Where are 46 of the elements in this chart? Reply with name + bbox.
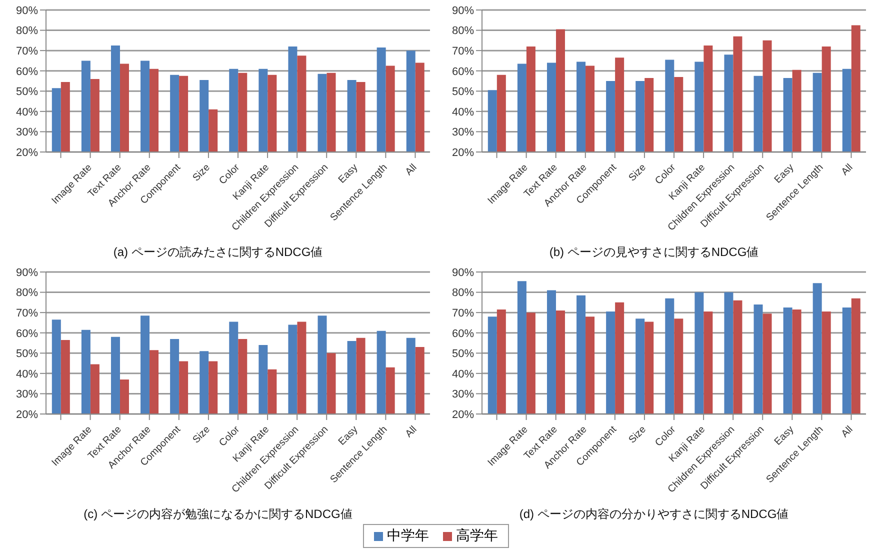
text: (c) ページの内容が勉強になるかに関するNDCG値 [82,506,354,523]
y-tick-label: 70% [16,45,38,58]
x-tick-label: All [404,424,420,440]
y-tick-label: 50% [16,348,38,360]
y-tick-label: 30% [452,126,474,139]
x-tick-label: Size [626,162,649,184]
legend-label: 中学年 [387,527,429,545]
y-tick-label: 70% [452,307,474,320]
y-tick-label: 60% [452,328,474,340]
y-tick-label: 90% [452,266,474,279]
y-tick-label: 20% [16,146,38,159]
y-tick-label: 50% [452,86,474,98]
y-tick-label: 30% [452,388,474,401]
text: (a) ページの読みたさに関するNDCG値 [112,244,324,261]
text: (d) ページの内容の分かりやすさに関するNDCG値 [518,506,790,523]
y-tick-label: 40% [452,368,474,380]
y-tick-label: 40% [16,368,38,380]
y-tick-label: 20% [452,146,474,159]
y-tick-label: 90% [16,4,38,17]
y-tick-label: 80% [16,287,38,300]
x-tick-label: All [840,162,856,178]
y-tick-label: 40% [452,106,474,118]
y-tick-label: 50% [16,86,38,98]
text: (b) ページの見やすさに関するNDCG値 [548,244,760,261]
y-tick-label: 70% [452,45,474,58]
x-tick-label: Size [626,424,649,446]
legend-label: 高学年 [456,527,498,545]
x-tick-label: Size [190,162,213,184]
y-tick-label: 50% [452,348,474,360]
y-tick-label: 20% [452,408,474,421]
y-tick-label: 30% [16,388,38,401]
y-tick-label: 60% [16,66,38,78]
x-tick-label: All [840,424,856,440]
y-tick-label: 80% [452,25,474,38]
y-tick-label: 70% [16,307,38,320]
y-tick-label: 20% [16,408,38,421]
y-tick-label: 80% [16,25,38,38]
y-tick-label: 30% [16,126,38,139]
y-tick-label: 90% [452,4,474,17]
y-tick-label: 40% [16,106,38,118]
x-tick-label: Size [190,424,213,446]
y-tick-label: 90% [16,266,38,279]
y-tick-label: 60% [16,328,38,340]
y-tick-label: 80% [452,287,474,300]
x-tick-label: All [404,162,420,178]
y-tick-label: 60% [452,66,474,78]
